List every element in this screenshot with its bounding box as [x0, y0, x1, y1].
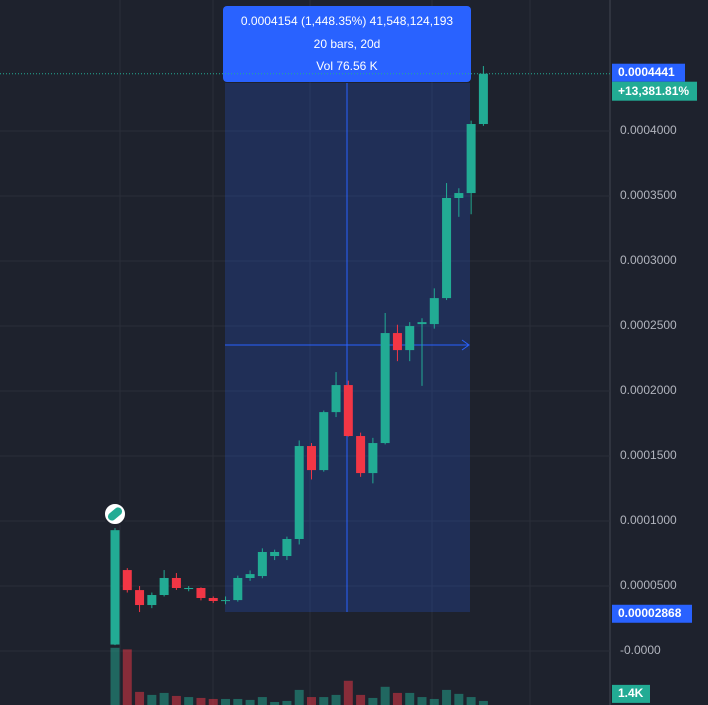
- last-price-box: [612, 63, 685, 82]
- candle-body: [110, 530, 120, 645]
- y-tick-label: 0.0003500: [620, 188, 677, 202]
- volume-bar: [343, 680, 353, 705]
- candle-body: [356, 436, 366, 474]
- volume-bar: [368, 697, 378, 705]
- volume-bar: [429, 698, 439, 705]
- measure-tooltip: [223, 6, 471, 82]
- candle-body: [454, 193, 464, 198]
- y-tick-label: -0.0000: [620, 643, 661, 657]
- volume-bar: [417, 697, 427, 705]
- volume-bar: [356, 694, 366, 705]
- change-label: +13,381.81%: [618, 84, 689, 98]
- y-tick-label: 0.0003000: [620, 253, 677, 267]
- candle-body: [380, 333, 390, 444]
- candle-body: [184, 587, 194, 590]
- volume-bar: [306, 697, 316, 705]
- y-tick-label: 0.0001500: [620, 448, 677, 462]
- vertical-grid: [119, 0, 531, 705]
- volume-bar: [442, 689, 452, 705]
- measure-volume: Vol 76.56 K: [316, 59, 377, 73]
- y-tick-label: 0.0002500: [620, 318, 677, 332]
- volume-bar: [392, 692, 402, 705]
- volume-bar: [233, 698, 243, 705]
- candle-body: [245, 574, 255, 578]
- candle-body: [466, 124, 476, 194]
- volume-pane: [110, 647, 488, 705]
- volume-bar: [405, 692, 415, 705]
- candle-body: [392, 333, 402, 351]
- change-box: [612, 81, 697, 101]
- volume-bar: [270, 701, 280, 705]
- candle-body: [294, 446, 304, 539]
- volume-axis-label: 1.4K: [618, 686, 644, 700]
- crosshair-price-label: 0.00002868: [618, 606, 682, 620]
- volume-bar: [454, 693, 464, 705]
- candle-body: [343, 385, 353, 437]
- candle-body: [331, 385, 341, 413]
- volume-bar: [245, 699, 255, 705]
- y-tick-label: 0.0001000: [620, 513, 677, 527]
- candle-body: [306, 446, 316, 471]
- volume-bar: [159, 692, 169, 705]
- y-tick-label: 0.0004000: [620, 123, 677, 137]
- candle-body: [135, 590, 145, 606]
- volume-bar: [171, 695, 181, 705]
- candle-body: [171, 577, 181, 588]
- volume-bar: [208, 698, 218, 705]
- measure-bars: 20 bars, 20d: [314, 37, 381, 51]
- candle-body: [221, 600, 231, 602]
- grid: [0, 130, 610, 652]
- candles: [110, 66, 488, 646]
- y-tick-label: 0.0000500: [620, 578, 677, 592]
- candle-body: [405, 326, 415, 351]
- candle-body: [478, 73, 488, 125]
- volume-bar: [294, 689, 304, 705]
- candle-body: [147, 595, 157, 606]
- candle-body: [282, 538, 292, 557]
- price-labels: 0.0004441 +13,381.81% 0.00002868 1.4K: [0, 63, 697, 703]
- candle-body: [233, 577, 243, 601]
- candle-body: [319, 412, 329, 471]
- candle-body: [368, 443, 378, 474]
- candle-body: [442, 197, 452, 299]
- event-icon-pill: [107, 507, 123, 521]
- measure-arrow-head: [461, 339, 470, 351]
- volume-bar: [147, 694, 157, 705]
- volume-bar: [135, 691, 145, 705]
- volume-bar: [380, 686, 390, 705]
- volume-bar: [184, 697, 194, 705]
- volume-bar: [122, 649, 132, 705]
- volume-bar: [478, 700, 488, 705]
- candle-body: [159, 577, 169, 596]
- candle-body: [122, 570, 132, 591]
- candle-body: [429, 298, 439, 325]
- candle-body: [417, 322, 427, 325]
- candle-body: [270, 551, 280, 557]
- volume-bar: [282, 700, 292, 705]
- volume-bar: [110, 647, 120, 705]
- candle-body: [208, 598, 218, 601]
- crosshair-price-box: [612, 604, 692, 623]
- last-price-label: 0.0004441: [618, 65, 675, 79]
- candle-body: [257, 551, 267, 577]
- event-icon[interactable]: [103, 502, 127, 526]
- volume-axis-box: [612, 684, 650, 703]
- volume-bar: [331, 694, 341, 705]
- volume-bar: [196, 697, 206, 705]
- measure-price: 0.0004154 (1,448.35%) 41,548,124,193: [241, 14, 454, 28]
- volume-bar: [221, 698, 231, 705]
- volume-bar: [257, 697, 267, 705]
- candle-body: [196, 587, 206, 599]
- price-axis: -0.0000 0.0000500 0.0001000 0.0001500 0.0002…: [620, 123, 677, 657]
- volume-bar: [319, 697, 329, 705]
- volume-bar: [466, 697, 476, 705]
- y-tick-label: 0.0002000: [620, 383, 677, 397]
